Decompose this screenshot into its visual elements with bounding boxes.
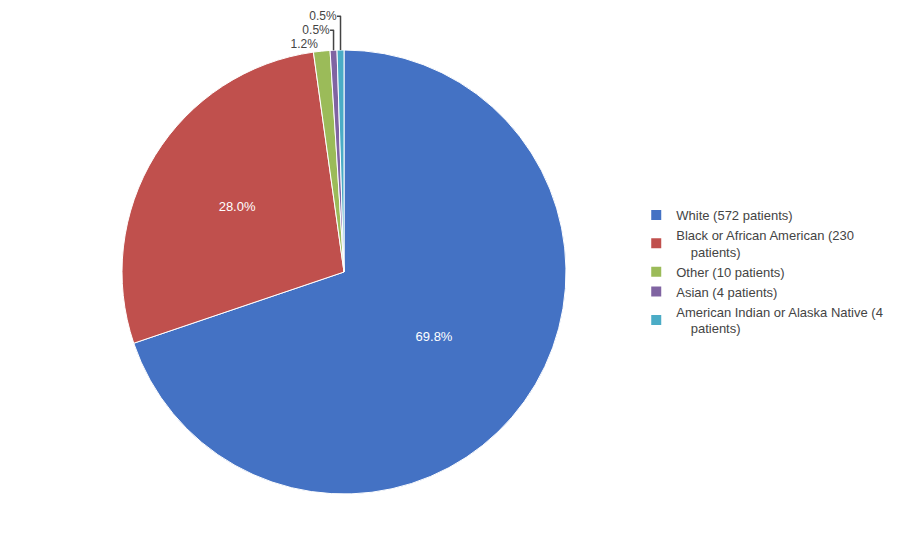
svg-text:28.0%: 28.0% — [219, 199, 256, 214]
svg-text:Asian (4 patients): Asian (4 patients) — [676, 285, 777, 300]
svg-text:American Indian or Alaska Nati: American Indian or Alaska Native (4 pati… — [676, 305, 883, 337]
svg-text:0.5%: 0.5% — [302, 23, 330, 37]
svg-text:Other (10 patients): Other (10 patients) — [676, 265, 784, 280]
svg-text:1.2%: 1.2% — [291, 37, 319, 51]
svg-text:Black or African American (230: Black or African American (230 patients) — [676, 228, 854, 260]
svg-text:69.8%: 69.8% — [416, 329, 453, 344]
svg-text:White (572 patients): White (572 patients) — [676, 208, 792, 223]
svg-text:0.5%: 0.5% — [309, 9, 337, 23]
